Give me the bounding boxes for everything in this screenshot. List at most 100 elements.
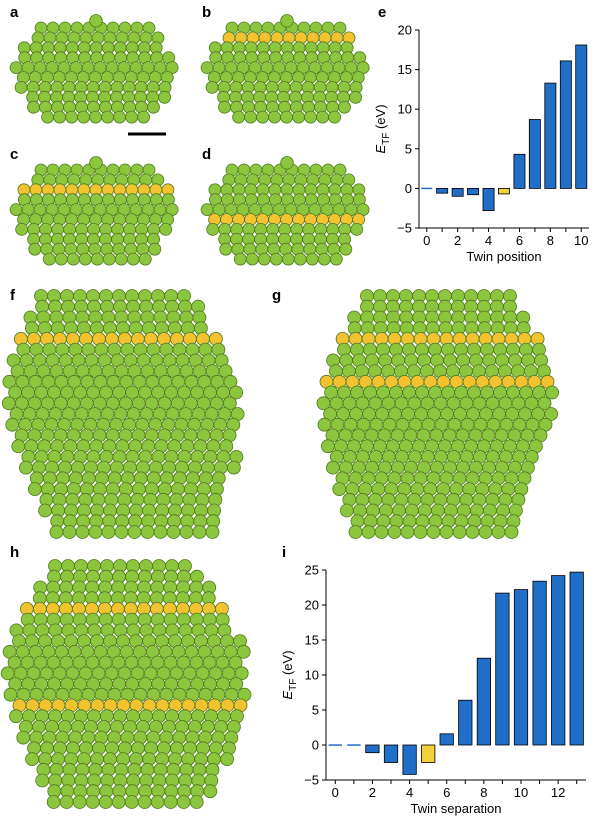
x-tick-label: 8 [480, 785, 487, 800]
bar-e-8 [544, 82, 557, 189]
y-tick-label: 10 [305, 668, 319, 683]
panel-label-a: a [10, 4, 19, 21]
bar-i-9 [495, 592, 510, 746]
bar-e-0 [421, 187, 433, 190]
bar-e-7 [528, 119, 541, 189]
atom [138, 252, 152, 266]
y-tick-label: 25 [305, 563, 319, 578]
bar-i-0 [328, 744, 342, 746]
x-tick-label: 12 [551, 785, 565, 800]
x-axis-title: Twin separation [410, 801, 501, 816]
x-tick-label: 0 [423, 233, 430, 248]
panel-label-c: c [10, 146, 19, 163]
bar-e-3 [467, 187, 480, 196]
chart-i-axes: −5 0 5 10 15 20 25 0 2 4 6 8 10 12 Twin separation ETF … [280, 563, 586, 816]
atom [147, 100, 160, 114]
x-tick-label: 6 [443, 785, 450, 800]
bar-e-2 [451, 187, 464, 197]
bar-i-3 [383, 744, 399, 763]
atom [159, 222, 173, 236]
atom [228, 655, 243, 670]
x-tick-label: 0 [332, 785, 339, 800]
bar-i-11 [532, 580, 547, 746]
bar-e-10 [575, 44, 588, 189]
y-tick-label: −5 [397, 221, 412, 236]
panel-label-h: h [10, 544, 20, 561]
bar-e-1 [436, 187, 449, 194]
y-tick-label: 15 [305, 633, 319, 648]
adatom [280, 14, 294, 28]
panel-label-e: e [378, 4, 387, 21]
panel-label-i: i [282, 544, 287, 561]
y-tick-label: 5 [405, 141, 412, 156]
x-tick-label: 8 [547, 233, 554, 248]
bar-e-5 [497, 187, 510, 195]
atom [223, 374, 238, 389]
adatom [89, 14, 103, 28]
atom [339, 242, 353, 256]
y-tick-label: 20 [398, 23, 412, 38]
bar-i-10 [513, 589, 529, 746]
bar-i-13 [569, 571, 584, 746]
panel-label-d: d [202, 146, 212, 163]
atom [349, 90, 363, 104]
atom [189, 795, 204, 809]
x-tick-label: 10 [574, 233, 588, 248]
atom [236, 644, 251, 659]
x-tick-label: 6 [516, 233, 523, 248]
cluster-d [200, 156, 370, 266]
bar-e-6 [513, 153, 526, 189]
panel-label-g: g [272, 287, 282, 304]
bar-i-6 [439, 733, 454, 746]
cluster-a [9, 14, 179, 124]
atom [226, 460, 241, 475]
atom [137, 110, 151, 124]
x-tick-label: 2 [369, 785, 376, 800]
x-tick-label: 4 [406, 785, 413, 800]
bar-i-8 [476, 657, 492, 746]
x-axis-title: Twin position [466, 249, 541, 264]
y-tick-label: 0 [405, 181, 412, 196]
y-tick-label: 0 [312, 738, 319, 753]
bar-i-2 [365, 744, 380, 754]
cluster-f [1, 289, 245, 539]
y-axis-title: ETF (eV) [280, 650, 299, 699]
x-tick-label: 2 [454, 233, 461, 248]
atom [234, 666, 249, 681]
atom [537, 396, 552, 411]
y-tick-label: 15 [398, 62, 412, 77]
atom [350, 222, 364, 236]
bar-e-9 [559, 60, 572, 189]
cluster-h [0, 559, 252, 809]
y-axis-title: ETF (eV) [373, 104, 392, 153]
atom [229, 385, 244, 400]
bar-e-4 [482, 187, 495, 211]
x-tick-label: 10 [514, 785, 528, 800]
x-tick-label: 4 [485, 233, 492, 248]
atom [158, 90, 172, 104]
cluster-g [316, 289, 559, 539]
y-tick-label: −5 [304, 773, 319, 788]
atom [329, 252, 343, 266]
atom [148, 242, 162, 256]
bar-i-1 [347, 744, 361, 746]
cluster-c [9, 156, 179, 266]
atom [504, 525, 519, 539]
y-tick-label: 10 [398, 102, 412, 117]
atom [203, 784, 218, 799]
cluster-b [200, 14, 370, 124]
atom [220, 752, 235, 766]
chart-e-axes: −5 0 5 10 15 20 0 2 4 6 8 10 Twin position ETF (eV) [373, 23, 589, 264]
bar-i-7 [458, 699, 473, 746]
panel-label-f: f [10, 287, 15, 304]
atom [205, 525, 220, 539]
panel-label-b: b [202, 4, 212, 21]
y-tick-label: 20 [305, 598, 319, 613]
atom [338, 100, 351, 114]
atom [545, 385, 559, 400]
bar-i-4 [402, 744, 417, 775]
y-tick-label: 5 [312, 703, 319, 718]
